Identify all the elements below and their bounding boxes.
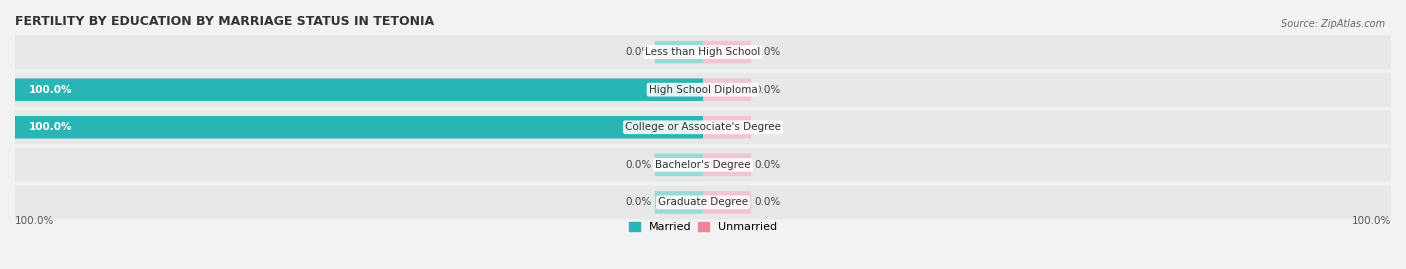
FancyBboxPatch shape (703, 154, 751, 176)
Text: 0.0%: 0.0% (755, 197, 780, 207)
Text: College or Associate's Degree: College or Associate's Degree (626, 122, 780, 132)
Text: FERTILITY BY EDUCATION BY MARRIAGE STATUS IN TETONIA: FERTILITY BY EDUCATION BY MARRIAGE STATU… (15, 15, 434, 28)
Text: Source: ZipAtlas.com: Source: ZipAtlas.com (1281, 19, 1385, 29)
Text: 0.0%: 0.0% (755, 122, 780, 132)
Text: 100.0%: 100.0% (28, 85, 72, 95)
Text: 0.0%: 0.0% (626, 47, 651, 57)
FancyBboxPatch shape (655, 41, 703, 63)
FancyBboxPatch shape (15, 116, 703, 139)
FancyBboxPatch shape (703, 191, 751, 214)
FancyBboxPatch shape (703, 79, 751, 101)
Text: High School Diploma: High School Diploma (648, 85, 758, 95)
FancyBboxPatch shape (703, 116, 751, 139)
Text: 100.0%: 100.0% (28, 122, 72, 132)
Text: 0.0%: 0.0% (626, 197, 651, 207)
Text: 0.0%: 0.0% (755, 47, 780, 57)
Text: 0.0%: 0.0% (755, 160, 780, 170)
Text: 100.0%: 100.0% (1351, 216, 1391, 226)
FancyBboxPatch shape (15, 186, 1391, 219)
Legend: Married, Unmarried: Married, Unmarried (624, 217, 782, 237)
Text: Less than High School: Less than High School (645, 47, 761, 57)
FancyBboxPatch shape (655, 154, 703, 176)
Text: 0.0%: 0.0% (626, 160, 651, 170)
FancyBboxPatch shape (703, 41, 751, 63)
Text: Graduate Degree: Graduate Degree (658, 197, 748, 207)
FancyBboxPatch shape (15, 148, 1391, 182)
FancyBboxPatch shape (15, 110, 1391, 144)
Text: 100.0%: 100.0% (15, 216, 55, 226)
Text: 0.0%: 0.0% (755, 85, 780, 95)
Text: Bachelor's Degree: Bachelor's Degree (655, 160, 751, 170)
FancyBboxPatch shape (655, 191, 703, 214)
FancyBboxPatch shape (15, 79, 703, 101)
FancyBboxPatch shape (15, 73, 1391, 107)
FancyBboxPatch shape (15, 35, 1391, 69)
